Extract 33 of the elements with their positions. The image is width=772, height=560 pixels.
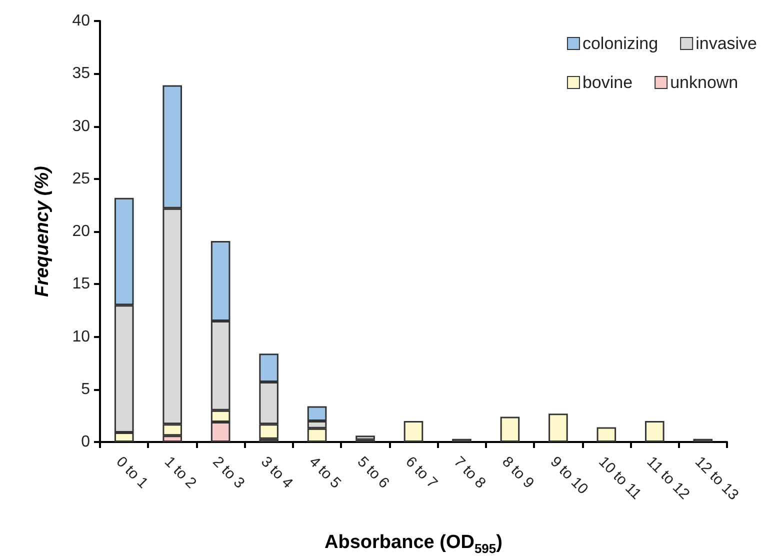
x-tick-label: 12 to 13 — [692, 453, 742, 504]
bar — [645, 420, 664, 442]
y-tick-label: 35 — [72, 65, 90, 82]
y-tick-label: 5 — [81, 380, 90, 398]
legend-label: invasive — [696, 34, 758, 53]
x-tick-label: 3 to 4 — [257, 453, 296, 492]
legend-label: bovine — [582, 73, 633, 92]
x-tick-label: 8 to 9 — [498, 453, 538, 492]
x-tick-label: 9 to 10 — [546, 453, 592, 498]
x-tick-label: 11 to 12 — [643, 453, 693, 503]
x-tick-label: 5 to 6 — [354, 453, 392, 492]
x-tick-label: 4 to 5 — [306, 453, 344, 492]
y-tick-label: 30 — [72, 118, 90, 135]
y-tick-label: 15 — [72, 276, 90, 293]
y-tick-label: 0 — [81, 434, 90, 450]
x-tick-label: 6 to 7 — [402, 453, 441, 492]
x-tick-label: 10 to 11 — [595, 453, 645, 503]
y-tick-label: 10 — [72, 328, 90, 346]
x-tick-label: 0 to 1 — [112, 453, 152, 492]
legend-label: unknown — [670, 73, 738, 92]
bar — [404, 420, 424, 442]
legend-label: colonizing — [582, 34, 658, 53]
y-tick-label: 25 — [72, 170, 90, 188]
bar — [548, 414, 568, 442]
x-tick-label: 1 to 2 — [161, 453, 200, 492]
y-axis-title: Frequency (%) — [32, 166, 53, 297]
bar — [356, 436, 375, 440]
y-tick-label: 20 — [72, 223, 90, 240]
bar — [596, 427, 616, 442]
bar — [500, 416, 520, 442]
x-tick-label: 2 to 3 — [209, 453, 248, 492]
y-tick-label: 40 — [72, 12, 90, 30]
x-tick-label: 7 to 8 — [450, 453, 489, 492]
